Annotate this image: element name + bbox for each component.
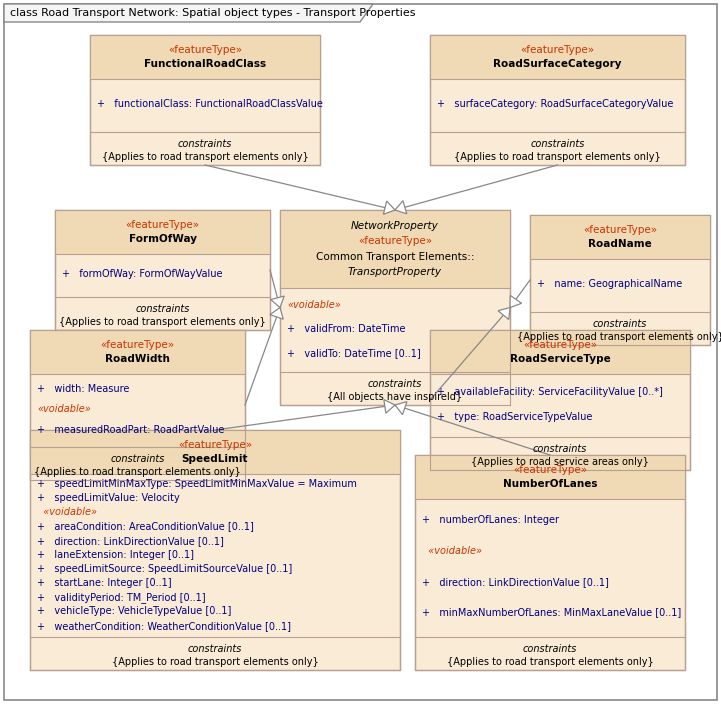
- Text: +   numberOfLanes: Integer: + numberOfLanes: Integer: [422, 515, 559, 525]
- Text: constraints: constraints: [178, 139, 232, 149]
- Polygon shape: [498, 308, 510, 320]
- Text: +   availableFacility: ServiceFacilityValue [0..*]: + availableFacility: ServiceFacilityValu…: [437, 386, 663, 396]
- Bar: [55, 210, 270, 254]
- Text: {Applies to road transport elements only}: {Applies to road transport elements only…: [34, 467, 241, 477]
- Text: «featureType»: «featureType»: [100, 339, 174, 350]
- Bar: [90, 35, 320, 165]
- Text: +   width: Measure: + width: Measure: [37, 384, 129, 394]
- Text: +   validityPeriod: TM_Period [0..1]: + validityPeriod: TM_Period [0..1]: [37, 592, 205, 603]
- Text: TransportProperty: TransportProperty: [348, 268, 442, 277]
- Text: «featureType»: «featureType»: [125, 220, 200, 230]
- Text: {Applies to road transport elements only}: {Applies to road transport elements only…: [517, 332, 721, 341]
- Text: «featureType»: «featureType»: [523, 339, 597, 350]
- Text: +   speedLimitSource: SpeedLimitSourceValue [0..1]: + speedLimitSource: SpeedLimitSourceValu…: [37, 564, 292, 574]
- Polygon shape: [4, 4, 373, 22]
- Bar: [30, 430, 400, 670]
- Text: +   surfaceCategory: RoadSurfaceCategoryValue: + surfaceCategory: RoadSurfaceCategoryVa…: [437, 99, 673, 108]
- Text: «voidable»: «voidable»: [287, 300, 341, 310]
- Bar: [430, 330, 690, 470]
- Text: +   laneExtension: Integer [0..1]: + laneExtension: Integer [0..1]: [37, 550, 194, 560]
- Text: +   direction: LinkDirectionValue [0..1]: + direction: LinkDirectionValue [0..1]: [422, 577, 609, 587]
- Text: constraints: constraints: [533, 444, 587, 453]
- Text: «featureType»: «featureType»: [513, 465, 587, 474]
- Bar: [280, 210, 510, 288]
- Text: FunctionalRoadClass: FunctionalRoadClass: [144, 59, 266, 69]
- Text: SpeedLimit: SpeedLimit: [182, 454, 248, 465]
- Text: RoadName: RoadName: [588, 239, 652, 249]
- Text: «featureType»: «featureType»: [178, 440, 252, 450]
- Text: «featureType»: «featureType»: [521, 44, 595, 55]
- Text: +   startLane: Integer [0..1]: + startLane: Integer [0..1]: [37, 578, 172, 588]
- Bar: [30, 330, 245, 374]
- Bar: [430, 35, 685, 165]
- Text: constraints: constraints: [136, 303, 190, 313]
- Text: NetworkProperty: NetworkProperty: [351, 220, 439, 231]
- Text: Common Transport Elements::: Common Transport Elements::: [316, 252, 474, 262]
- Text: constraints: constraints: [110, 453, 164, 463]
- Text: RoadServiceType: RoadServiceType: [510, 354, 611, 365]
- Text: «voidable»: «voidable»: [37, 405, 91, 415]
- Text: +   type: RoadServiceTypeValue: + type: RoadServiceTypeValue: [437, 412, 593, 422]
- Text: +   functionalClass: FunctionalRoadClassValue: + functionalClass: FunctionalRoadClassVa…: [97, 99, 323, 108]
- Text: +   speedLimitValue: Velocity: + speedLimitValue: Velocity: [37, 493, 180, 503]
- Text: {Applies to road transport elements only}: {Applies to road transport elements only…: [454, 152, 661, 162]
- Polygon shape: [270, 296, 284, 308]
- Bar: [530, 215, 710, 345]
- Text: «featureType»: «featureType»: [358, 237, 432, 246]
- Text: +   speedLimitMinMaxType: SpeedLimitMinMaxValue = Maximum: + speedLimitMinMaxType: SpeedLimitMinMax…: [37, 479, 357, 489]
- Polygon shape: [270, 308, 283, 319]
- Text: {Applies to road transport elements only}: {Applies to road transport elements only…: [112, 657, 319, 667]
- Bar: [30, 330, 245, 480]
- Text: constraints: constraints: [531, 139, 585, 149]
- Bar: [30, 430, 400, 474]
- Polygon shape: [395, 201, 407, 214]
- Text: +   weatherCondition: WeatherConditionValue [0..1]: + weatherCondition: WeatherConditionValu…: [37, 621, 291, 631]
- Text: +   vehicleType: VehicleTypeValue [0..1]: + vehicleType: VehicleTypeValue [0..1]: [37, 606, 231, 617]
- Text: «voidable»: «voidable»: [37, 508, 97, 517]
- Text: +   direction: LinkDirectionValue [0..1]: + direction: LinkDirectionValue [0..1]: [37, 536, 224, 546]
- Text: «featureType»: «featureType»: [583, 225, 657, 234]
- Text: constraints: constraints: [523, 643, 578, 653]
- Text: +   validTo: DateTime [0..1]: + validTo: DateTime [0..1]: [287, 348, 421, 358]
- Text: «featureType»: «featureType»: [168, 44, 242, 55]
- Polygon shape: [510, 296, 521, 308]
- Polygon shape: [384, 400, 395, 413]
- Text: constraints: constraints: [368, 379, 423, 389]
- Bar: [430, 330, 690, 374]
- Bar: [415, 455, 685, 499]
- Bar: [415, 455, 685, 670]
- Text: +   name: GeographicalName: + name: GeographicalName: [537, 279, 682, 289]
- Bar: [430, 35, 685, 79]
- Text: +   minMaxNumberOfLanes: MinMaxLaneValue [0..1]: + minMaxNumberOfLanes: MinMaxLaneValue […: [422, 608, 681, 617]
- Text: class Road Transport Network: Spatial object types - Transport Properties: class Road Transport Network: Spatial ob…: [10, 8, 415, 18]
- Text: {Applies to road service areas only}: {Applies to road service areas only}: [471, 457, 649, 467]
- Text: {Applies to road transport elements only}: {Applies to road transport elements only…: [102, 152, 309, 162]
- Text: RoadWidth: RoadWidth: [105, 354, 170, 365]
- Bar: [55, 210, 270, 330]
- Text: +   areaCondition: AreaConditionValue [0..1]: + areaCondition: AreaConditionValue [0..…: [37, 522, 254, 532]
- Text: NumberOfLanes: NumberOfLanes: [503, 479, 597, 489]
- Text: FormOfWay: FormOfWay: [128, 234, 197, 244]
- Text: constraints: constraints: [187, 643, 242, 653]
- Text: constraints: constraints: [593, 318, 647, 329]
- Text: {Applies to road transport elements only}: {Applies to road transport elements only…: [59, 317, 266, 327]
- Text: +   formOfWay: FormOfWayValue: + formOfWay: FormOfWayValue: [62, 269, 223, 279]
- Bar: [90, 35, 320, 79]
- Text: {All objects have inspireId}: {All objects have inspireId}: [327, 391, 463, 402]
- Text: +   validFrom: DateTime: + validFrom: DateTime: [287, 324, 405, 334]
- Polygon shape: [395, 402, 407, 415]
- Text: +   measuredRoadPart: RoadPartValue: + measuredRoadPart: RoadPartValue: [37, 425, 224, 435]
- Text: «voidable»: «voidable»: [422, 546, 482, 556]
- Text: RoadSurfaceCategory: RoadSurfaceCategory: [493, 59, 622, 69]
- Text: {Applies to road transport elements only}: {Applies to road transport elements only…: [446, 657, 653, 667]
- Bar: [530, 215, 710, 259]
- Bar: [280, 210, 510, 405]
- Polygon shape: [384, 201, 395, 214]
